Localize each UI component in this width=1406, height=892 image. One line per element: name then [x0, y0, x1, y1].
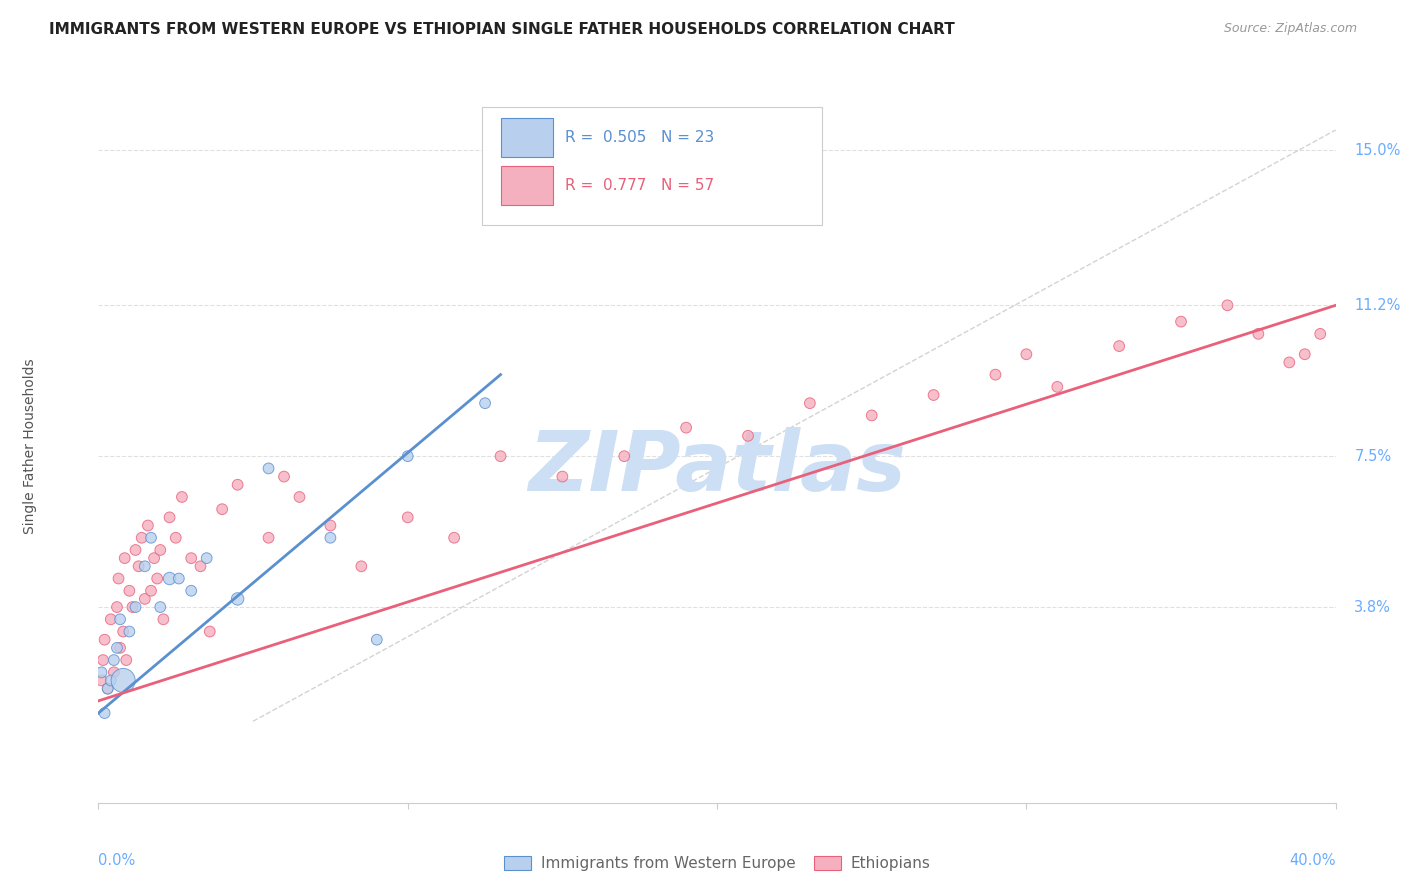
Point: [319, 518, 342, 533]
FancyBboxPatch shape: [501, 166, 553, 205]
Point: [257, 461, 280, 475]
Point: [922, 388, 945, 402]
Point: [108, 640, 131, 655]
Point: [146, 572, 169, 586]
Point: [1309, 326, 1331, 341]
Point: [257, 531, 280, 545]
Point: [211, 502, 233, 516]
Point: [1294, 347, 1316, 361]
Point: [1216, 298, 1239, 312]
Point: [134, 591, 156, 606]
Point: [143, 551, 166, 566]
Point: [613, 449, 636, 463]
Point: [675, 420, 697, 434]
Point: [170, 490, 193, 504]
Point: [167, 572, 190, 586]
Point: [799, 396, 821, 410]
Point: [93, 632, 115, 647]
Text: Source: ZipAtlas.com: Source: ZipAtlas.com: [1223, 22, 1357, 36]
Point: [97, 681, 120, 696]
Point: [134, 559, 156, 574]
Point: [396, 449, 419, 463]
Point: [112, 624, 135, 639]
Legend: Immigrants from Western Europe, Ethiopians: Immigrants from Western Europe, Ethiopia…: [498, 849, 936, 877]
Point: [124, 543, 146, 558]
Point: [366, 632, 388, 647]
Point: [97, 681, 120, 696]
Text: 7.5%: 7.5%: [1354, 449, 1392, 464]
Point: [105, 600, 128, 615]
Point: [226, 591, 249, 606]
Point: [100, 673, 122, 688]
Point: [124, 600, 146, 615]
Point: [319, 531, 342, 545]
Point: [551, 469, 574, 483]
Point: [100, 612, 122, 626]
Point: [350, 559, 373, 574]
Text: ZIPatlas: ZIPatlas: [529, 427, 905, 508]
Point: [139, 531, 162, 545]
Text: R =  0.777   N = 57: R = 0.777 N = 57: [565, 178, 714, 193]
Point: [121, 600, 143, 615]
Point: [984, 368, 1007, 382]
Text: 15.0%: 15.0%: [1354, 143, 1400, 158]
Point: [139, 583, 162, 598]
Point: [165, 531, 187, 545]
Point: [105, 640, 128, 655]
Point: [90, 665, 112, 680]
Text: 3.8%: 3.8%: [1354, 599, 1391, 615]
FancyBboxPatch shape: [501, 119, 553, 157]
Point: [489, 449, 512, 463]
Point: [474, 396, 496, 410]
Point: [195, 551, 218, 566]
Point: [136, 518, 159, 533]
Point: [190, 559, 212, 574]
Point: [1015, 347, 1038, 361]
Point: [149, 600, 172, 615]
Point: [1278, 355, 1301, 369]
Text: Single Father Households: Single Father Households: [24, 359, 38, 533]
Point: [198, 624, 221, 639]
Point: [90, 673, 112, 688]
Point: [118, 583, 141, 598]
Text: 11.2%: 11.2%: [1354, 298, 1400, 313]
Point: [103, 653, 125, 667]
Point: [180, 583, 202, 598]
Point: [149, 543, 172, 558]
Point: [112, 673, 135, 688]
Text: 40.0%: 40.0%: [1289, 853, 1336, 868]
Point: [107, 572, 129, 586]
Point: [396, 510, 419, 524]
Text: IMMIGRANTS FROM WESTERN EUROPE VS ETHIOPIAN SINGLE FATHER HOUSEHOLDS CORRELATION: IMMIGRANTS FROM WESTERN EUROPE VS ETHIOP…: [49, 22, 955, 37]
Point: [273, 469, 295, 483]
Point: [443, 531, 465, 545]
Point: [108, 612, 131, 626]
Point: [288, 490, 311, 504]
Point: [737, 429, 759, 443]
Point: [128, 559, 150, 574]
Point: [159, 510, 181, 524]
Point: [1046, 380, 1069, 394]
FancyBboxPatch shape: [482, 107, 823, 225]
Point: [93, 706, 115, 720]
Text: 0.0%: 0.0%: [98, 853, 135, 868]
Point: [115, 653, 138, 667]
Point: [860, 409, 883, 423]
Point: [1170, 315, 1192, 329]
Point: [118, 624, 141, 639]
Point: [180, 551, 202, 566]
Point: [152, 612, 174, 626]
Point: [91, 653, 114, 667]
Text: R =  0.505   N = 23: R = 0.505 N = 23: [565, 130, 714, 145]
Point: [131, 531, 153, 545]
Point: [226, 477, 249, 491]
Point: [1108, 339, 1130, 353]
Point: [103, 665, 125, 680]
Point: [114, 551, 136, 566]
Point: [159, 572, 181, 586]
Point: [1247, 326, 1270, 341]
